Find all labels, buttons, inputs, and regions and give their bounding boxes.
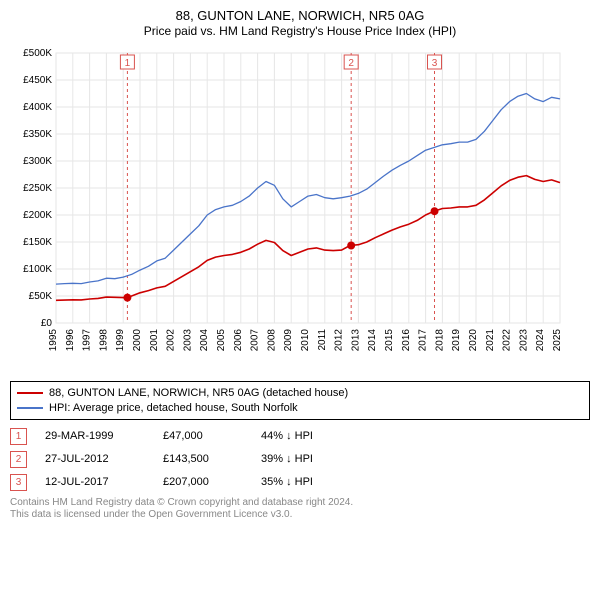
svg-text:2008: 2008 — [266, 329, 277, 352]
svg-text:£250K: £250K — [23, 183, 52, 194]
svg-text:2010: 2010 — [300, 329, 311, 352]
svg-text:£50K: £50K — [29, 291, 53, 302]
chart-title: 88, GUNTON LANE, NORWICH, NR5 0AG — [10, 8, 590, 24]
svg-text:1: 1 — [125, 58, 131, 69]
legend-item-property: 88, GUNTON LANE, NORWICH, NR5 0AG (detac… — [17, 386, 583, 400]
svg-text:2000: 2000 — [132, 329, 143, 352]
svg-text:2023: 2023 — [518, 329, 529, 352]
svg-text:2014: 2014 — [367, 329, 378, 352]
svg-text:2017: 2017 — [418, 329, 429, 352]
svg-text:2011: 2011 — [317, 329, 328, 351]
svg-text:£150K: £150K — [23, 237, 52, 248]
event-table: 1 29-MAR-1999 £47,000 44% ↓ HPI 2 27-JUL… — [10, 428, 590, 491]
event-diff-3: 35% ↓ HPI — [261, 476, 313, 488]
svg-text:£200K: £200K — [23, 210, 52, 221]
attribution-footer: Contains HM Land Registry data © Crown c… — [10, 497, 590, 522]
event-diff-1: 44% ↓ HPI — [261, 430, 313, 442]
svg-text:2002: 2002 — [166, 329, 177, 352]
chart-subtitle: Price paid vs. HM Land Registry's House … — [10, 24, 590, 39]
event-row-1: 1 29-MAR-1999 £47,000 44% ↓ HPI — [10, 428, 590, 445]
event-date-3: 12-JUL-2017 — [45, 476, 145, 488]
legend-swatch-hpi — [17, 407, 43, 409]
footer-line-2: This data is licensed under the Open Gov… — [10, 509, 590, 522]
chart-container: 88, GUNTON LANE, NORWICH, NR5 0AG Price … — [0, 0, 600, 590]
svg-text:2015: 2015 — [384, 329, 395, 352]
svg-text:2: 2 — [348, 58, 354, 69]
event-date-2: 27-JUL-2012 — [45, 453, 145, 465]
svg-text:£300K: £300K — [23, 156, 52, 167]
event-price-2: £143,500 — [163, 453, 243, 465]
svg-text:2009: 2009 — [283, 329, 294, 352]
svg-text:3: 3 — [432, 58, 438, 69]
svg-text:£400K: £400K — [23, 102, 52, 113]
event-row-3: 3 12-JUL-2017 £207,000 35% ↓ HPI — [10, 474, 590, 491]
svg-text:2006: 2006 — [233, 329, 244, 352]
event-marker-1: 1 — [10, 428, 27, 445]
svg-text:1997: 1997 — [82, 329, 93, 352]
svg-text:2007: 2007 — [250, 329, 261, 352]
legend-item-hpi: HPI: Average price, detached house, Sout… — [17, 401, 583, 415]
svg-text:£450K: £450K — [23, 75, 52, 86]
footer-line-1: Contains HM Land Registry data © Crown c… — [10, 497, 590, 510]
svg-text:2024: 2024 — [535, 329, 546, 352]
event-date-1: 29-MAR-1999 — [45, 430, 145, 442]
svg-text:2019: 2019 — [451, 329, 462, 352]
legend-label-hpi: HPI: Average price, detached house, Sout… — [49, 401, 298, 415]
svg-text:2018: 2018 — [434, 329, 445, 352]
legend: 88, GUNTON LANE, NORWICH, NR5 0AG (detac… — [10, 381, 590, 420]
event-price-3: £207,000 — [163, 476, 243, 488]
svg-text:2025: 2025 — [552, 329, 563, 352]
svg-text:2005: 2005 — [216, 329, 227, 352]
svg-text:£100K: £100K — [23, 264, 52, 275]
svg-text:1999: 1999 — [115, 329, 126, 352]
svg-text:1998: 1998 — [98, 329, 109, 352]
price-vs-hpi-chart: £0 £50K £100K £150K £200K £250K £300K £350K £400… — [10, 45, 570, 375]
svg-text:2022: 2022 — [502, 329, 513, 352]
svg-text:2001: 2001 — [149, 329, 160, 352]
svg-text:2013: 2013 — [350, 329, 361, 352]
legend-swatch-property — [17, 392, 43, 394]
event-marker-2: 2 — [10, 451, 27, 468]
svg-text:2003: 2003 — [182, 329, 193, 352]
svg-text:1996: 1996 — [65, 329, 76, 352]
legend-label-property: 88, GUNTON LANE, NORWICH, NR5 0AG (detac… — [49, 386, 348, 400]
svg-text:£350K: £350K — [23, 129, 52, 140]
event-marker-3: 3 — [10, 474, 27, 491]
svg-text:1995: 1995 — [48, 329, 59, 352]
svg-text:2012: 2012 — [334, 329, 345, 352]
event-row-2: 2 27-JUL-2012 £143,500 39% ↓ HPI — [10, 451, 590, 468]
svg-text:£500K: £500K — [23, 48, 52, 59]
svg-text:£0: £0 — [41, 318, 53, 329]
svg-text:2016: 2016 — [401, 329, 412, 352]
event-diff-2: 39% ↓ HPI — [261, 453, 313, 465]
event-price-1: £47,000 — [163, 430, 243, 442]
svg-text:2021: 2021 — [485, 329, 496, 352]
svg-text:2004: 2004 — [199, 329, 210, 352]
svg-text:2020: 2020 — [468, 329, 479, 352]
